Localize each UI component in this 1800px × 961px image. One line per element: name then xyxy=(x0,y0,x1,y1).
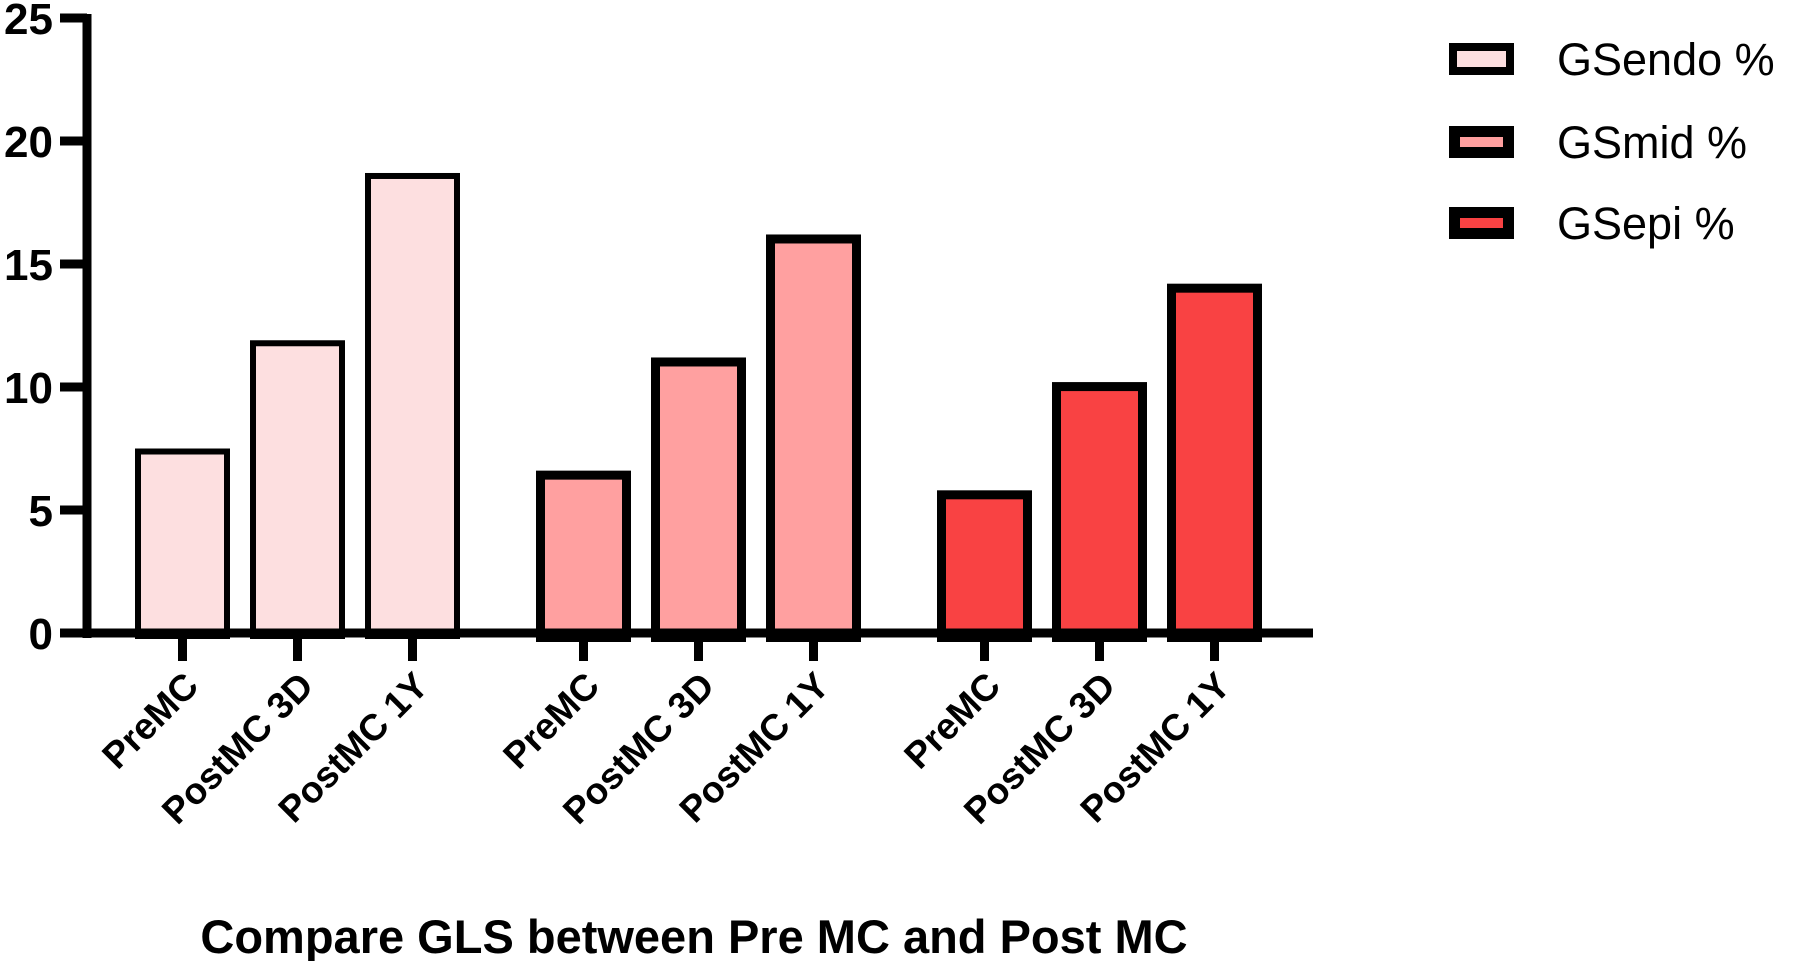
legend-swatch xyxy=(1449,126,1514,158)
bar xyxy=(536,470,631,643)
legend-label: GSendo % xyxy=(1557,34,1775,85)
bar xyxy=(937,490,1032,642)
y-tick-label: 10 xyxy=(4,364,53,413)
legend-item: GSmid % xyxy=(1449,117,1747,168)
legend: GSendo % GSmid % GSepi % xyxy=(1449,34,1775,249)
x-tick-label: PreMC xyxy=(896,665,1008,777)
x-tick-label: PreMC xyxy=(495,665,607,777)
chart-title: Compare GLS between Pre MC and Post MC xyxy=(200,910,1187,961)
legend-item: GSepi % xyxy=(1449,198,1735,249)
bar-group-gsepi xyxy=(937,283,1262,642)
legend-swatch xyxy=(1449,43,1514,75)
y-axis: 0 5 10 15 20 25 xyxy=(4,0,92,659)
y-tick-label: 25 xyxy=(4,0,53,44)
legend-item: GSendo % xyxy=(1449,34,1775,85)
bar xyxy=(365,172,460,639)
x-tick-label: PreMC xyxy=(94,665,206,777)
bar xyxy=(135,448,230,639)
y-tick-label: 0 xyxy=(29,610,53,659)
bar-group-gsendo xyxy=(135,172,460,639)
legend-label: GSepi % xyxy=(1557,198,1735,249)
bar xyxy=(651,357,746,642)
legend-swatch xyxy=(1449,207,1514,239)
y-tick-label: 15 xyxy=(4,241,53,290)
bar xyxy=(250,340,345,639)
bar xyxy=(1052,382,1147,642)
bar xyxy=(1167,283,1262,642)
bar-group-gsmid xyxy=(536,234,861,643)
bars-layer xyxy=(135,172,1262,643)
y-tick-label: 5 xyxy=(29,487,53,536)
legend-label: GSmid % xyxy=(1557,117,1747,168)
y-tick-label: 20 xyxy=(4,118,53,167)
bar xyxy=(766,234,861,642)
